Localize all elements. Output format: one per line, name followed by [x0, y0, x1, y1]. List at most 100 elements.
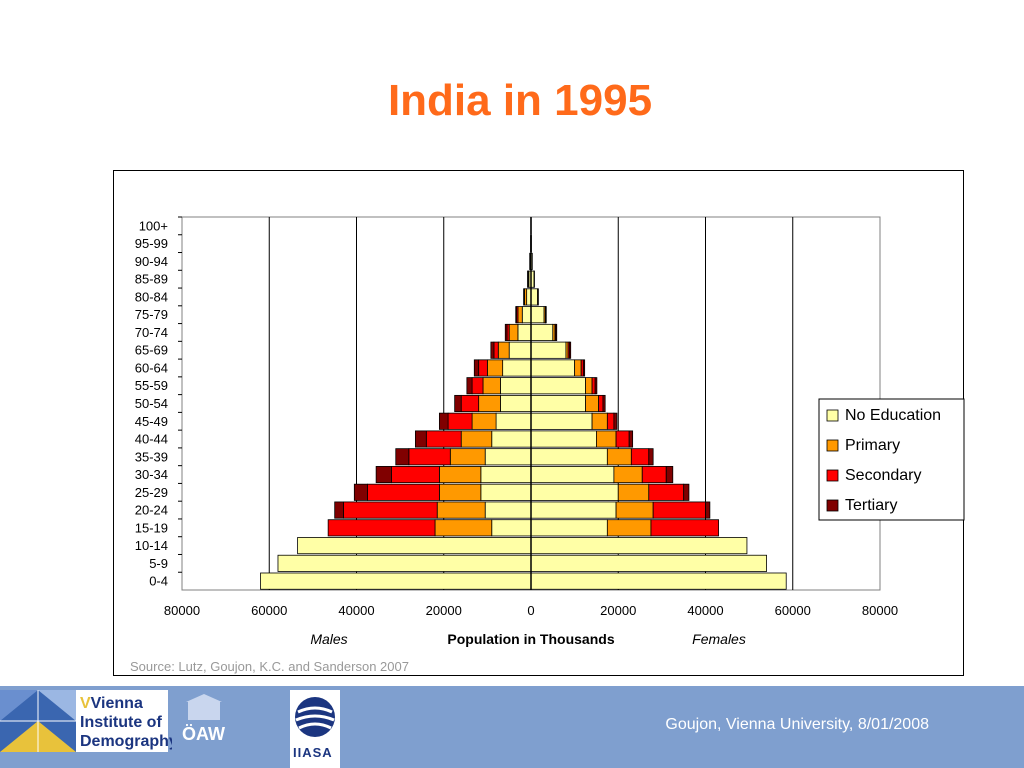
x-tick-label: 60000 [775, 603, 811, 618]
vid-emblem-icon [0, 690, 76, 752]
globe-icon [295, 697, 335, 737]
legend-swatch [826, 469, 839, 482]
bar-male-tertiary [473, 359, 480, 377]
bar-female-no-education [530, 483, 619, 501]
bar-female-primary [613, 466, 643, 484]
bar-female-secondary [652, 501, 706, 519]
vid-line2: Institute of [80, 714, 162, 731]
bar-female-secondary [650, 519, 719, 537]
bar-female-tertiary [568, 341, 572, 359]
bar-female-no-education [530, 572, 787, 590]
bar-female-tertiary [594, 377, 598, 395]
bar-male-secondary [425, 430, 462, 448]
age-group-label: 95-99 [135, 236, 168, 251]
x-axis-title: Population in Thousands [447, 631, 614, 647]
x-tick-label: 60000 [251, 603, 287, 618]
bar-male-no-education [495, 412, 532, 430]
iiasa-label: IIASA [293, 745, 333, 760]
bar-male-tertiary [438, 412, 449, 430]
source-note: Source: Lutz, Goujon, K.C. and Sanderson… [130, 659, 409, 674]
bar-female-no-education [530, 359, 576, 377]
bar-female-no-education [530, 394, 586, 413]
slide-title: India in 1995 [387, 76, 653, 125]
bar-female-tertiary [683, 483, 690, 501]
vid-line3: Demography [80, 733, 178, 750]
bar-female-tertiary [582, 359, 586, 377]
age-group-label: 45-49 [135, 414, 168, 429]
legend-swatch [826, 499, 839, 512]
population-pyramid-chart: 80000 60000 40000 20000 0 20000 40000 60000 8000… [135, 216, 965, 647]
footer-text: Goujon, Vienna University, 8/01/2008 [665, 716, 929, 733]
bar-female-tertiary [665, 466, 674, 484]
bar-male-secondary [367, 483, 440, 501]
bar-male-primary [436, 501, 486, 519]
age-group-label: 75-79 [135, 307, 168, 322]
bar-male-tertiary [515, 306, 518, 324]
bar-female-no-education [530, 341, 567, 359]
bar-female-secondary [630, 448, 650, 466]
bar-male-no-education [480, 483, 532, 501]
age-group-label: 60-64 [135, 360, 168, 375]
legend-swatch [826, 439, 839, 452]
bar-female-tertiary [648, 448, 654, 466]
age-group-label: 25-29 [135, 485, 168, 500]
bar-male-no-education [491, 519, 532, 537]
bar-male-primary [438, 483, 482, 501]
bar-male-primary [517, 306, 523, 324]
bar-female-no-education [530, 501, 617, 519]
age-group-label: 35-39 [135, 449, 168, 464]
age-group-label: 20-24 [135, 503, 168, 518]
bar-female-tertiary [628, 430, 634, 448]
bar-female-secondary [615, 430, 630, 448]
bar-male-tertiary [414, 430, 427, 448]
bar-male-primary [471, 412, 497, 430]
age-group-label: 50-54 [135, 396, 168, 411]
bar-male-tertiary [490, 341, 495, 359]
age-group-label: 30-34 [135, 467, 168, 482]
age-group-label: 15-19 [135, 520, 168, 535]
bar-female-no-education [530, 537, 748, 555]
bar-male-secondary [390, 466, 440, 484]
legend-label: Primary [845, 437, 900, 454]
bar-male-tertiary [353, 483, 368, 501]
bar-female-no-education [530, 288, 538, 306]
bar-female-primary [606, 448, 632, 466]
footer-band [0, 686, 1024, 768]
bar-female-primary [615, 501, 654, 519]
bar-female-primary [596, 430, 617, 448]
oaw-logo: ÖAW [172, 690, 238, 752]
age-group-label: 90-94 [135, 254, 168, 269]
bar-male-no-education [508, 341, 532, 359]
x-tick-label: 40000 [687, 603, 723, 618]
age-group-label: 40-44 [135, 432, 168, 447]
bar-female-no-education [530, 448, 608, 466]
legend-label: Secondary [845, 467, 922, 484]
bar-female-primary [537, 288, 539, 306]
age-group-label: 70-74 [135, 325, 168, 340]
bar-male-no-education [517, 323, 532, 341]
x-tick-label: 20000 [426, 603, 462, 618]
bar-male-no-education [297, 537, 532, 555]
bar-male-no-education [484, 501, 532, 519]
bar-male-tertiary [375, 466, 392, 484]
bar-female-primary [585, 394, 600, 413]
bar-male-secondary [493, 341, 499, 359]
bar-female-tertiary [555, 323, 558, 341]
bar-male-secondary [460, 394, 480, 413]
age-group-label: 100+ [139, 218, 168, 233]
males-label: Males [310, 631, 347, 647]
bar-female-secondary [648, 483, 685, 501]
bar-female-no-education [530, 323, 554, 341]
bar-female-no-education [530, 377, 586, 395]
bar-male-primary [460, 430, 493, 448]
age-group-label: 55-59 [135, 378, 168, 393]
bar-female-primary [617, 483, 650, 501]
bar-female-primary [591, 412, 608, 430]
bar-male-no-education [502, 359, 532, 377]
x-tick-label: 80000 [862, 603, 898, 618]
bar-female-no-education [530, 466, 615, 484]
age-group-label: 5-9 [149, 556, 168, 571]
bar-male-tertiary [454, 394, 462, 413]
bar-male-primary [508, 323, 519, 341]
bar-female-primary [574, 359, 582, 377]
